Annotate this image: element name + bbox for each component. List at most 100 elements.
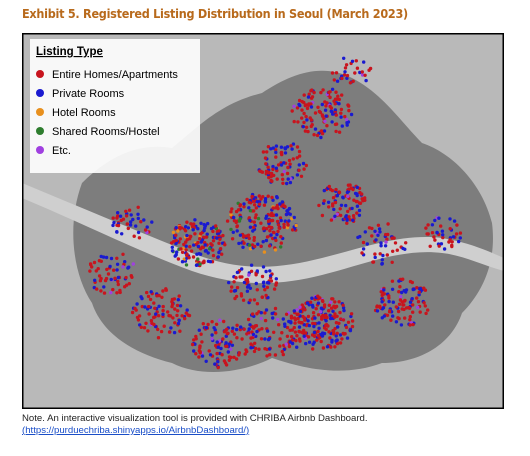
listing-dot [254, 213, 258, 217]
listing-dot [215, 340, 219, 344]
listing-dot [300, 108, 304, 112]
listing-dot [441, 233, 445, 237]
listing-dot [199, 232, 203, 236]
listing-dot [263, 347, 267, 351]
listing-dot [310, 333, 315, 337]
listing-dot [290, 147, 294, 151]
listing-dot [341, 303, 345, 307]
listing-dot [403, 298, 407, 303]
listing-dot [242, 327, 246, 331]
listing-dot [262, 250, 267, 254]
listing-dot [415, 296, 419, 300]
listing-dot [274, 213, 279, 217]
listing-dot [231, 326, 235, 330]
listing-dot [402, 289, 406, 293]
listing-dot [289, 144, 293, 148]
listing-dot [324, 313, 328, 317]
listing-dot [282, 222, 286, 227]
listing-dot [218, 247, 223, 251]
listing-dot [320, 102, 324, 107]
listing-dot [408, 300, 413, 304]
listing-dot [370, 234, 374, 238]
listing-dot [347, 215, 351, 219]
listing-dot [188, 245, 192, 249]
listing-dot [309, 102, 313, 106]
listing-dot [118, 290, 122, 295]
listing-dot [286, 177, 290, 181]
listing-dot [397, 279, 401, 283]
listing-dot [308, 116, 312, 120]
note-text: Note. An interactive visualization tool … [22, 413, 368, 424]
listing-dot [385, 237, 389, 241]
listing-dot [273, 248, 278, 252]
listing-dot [257, 347, 261, 351]
listing-dot [268, 353, 272, 357]
listing-dot [348, 328, 353, 333]
listing-dot [322, 188, 326, 193]
listing-dot [330, 340, 334, 344]
listing-dot [384, 240, 388, 244]
listing-dot [282, 347, 286, 352]
listing-dot [124, 275, 128, 280]
listing-dot [130, 275, 134, 279]
listing-dot [408, 318, 412, 322]
listing-dot [192, 349, 196, 353]
listing-dot [255, 288, 259, 292]
listing-dot [175, 250, 179, 254]
listing-dot [307, 92, 311, 96]
listing-dot [342, 56, 346, 60]
listing-dot [249, 346, 253, 350]
listing-dot [182, 257, 186, 261]
listing-dot [222, 319, 226, 324]
listing-dot [425, 232, 429, 236]
listing-dot [295, 145, 300, 149]
listing-dot [296, 312, 300, 316]
listing-dot [220, 252, 224, 256]
listing-dot [290, 228, 295, 232]
listing-dot [335, 212, 339, 216]
listing-dot [327, 330, 331, 334]
listing-dot [290, 335, 294, 339]
listing-dot [330, 297, 334, 301]
listing-dot [214, 331, 218, 335]
listing-dot [334, 113, 338, 117]
listing-dot [236, 208, 241, 212]
listing-dot [332, 78, 336, 82]
listing-dot [247, 236, 251, 241]
listing-dot [252, 349, 257, 354]
listing-dot [115, 216, 119, 220]
listing-dot [328, 336, 332, 340]
listing-dot [196, 227, 200, 231]
listing-dot [338, 341, 343, 345]
listing-dot [180, 260, 185, 264]
listing-dot [200, 245, 204, 249]
listing-dot [362, 60, 366, 64]
listing-dot [341, 318, 346, 322]
listing-dot [323, 100, 327, 104]
listing-dot [435, 231, 439, 235]
listing-dot [170, 300, 174, 304]
listing-dot [280, 173, 284, 177]
listing-dot [271, 167, 275, 172]
listing-dot [235, 336, 239, 340]
listing-dot [287, 344, 292, 349]
listing-dot [252, 220, 256, 224]
listing-dot [264, 227, 269, 231]
listing-dot [378, 230, 382, 234]
listing-dot [329, 345, 333, 349]
listing-dot [327, 184, 331, 189]
legend-swatch [36, 70, 44, 78]
listing-dot [386, 222, 390, 226]
listing-dot [185, 233, 189, 238]
listing-dot [121, 265, 125, 269]
listing-dot [187, 313, 192, 318]
listing-dot [393, 241, 398, 245]
listing-dot [264, 214, 269, 218]
listing-dot [232, 219, 237, 223]
listing-dot [174, 233, 178, 237]
listing-dot [300, 321, 304, 325]
listing-dot [312, 330, 317, 335]
listing-dot [329, 316, 333, 321]
note-link[interactable]: (https://purduechriba.shinyapps.io/Airbn… [22, 425, 250, 436]
